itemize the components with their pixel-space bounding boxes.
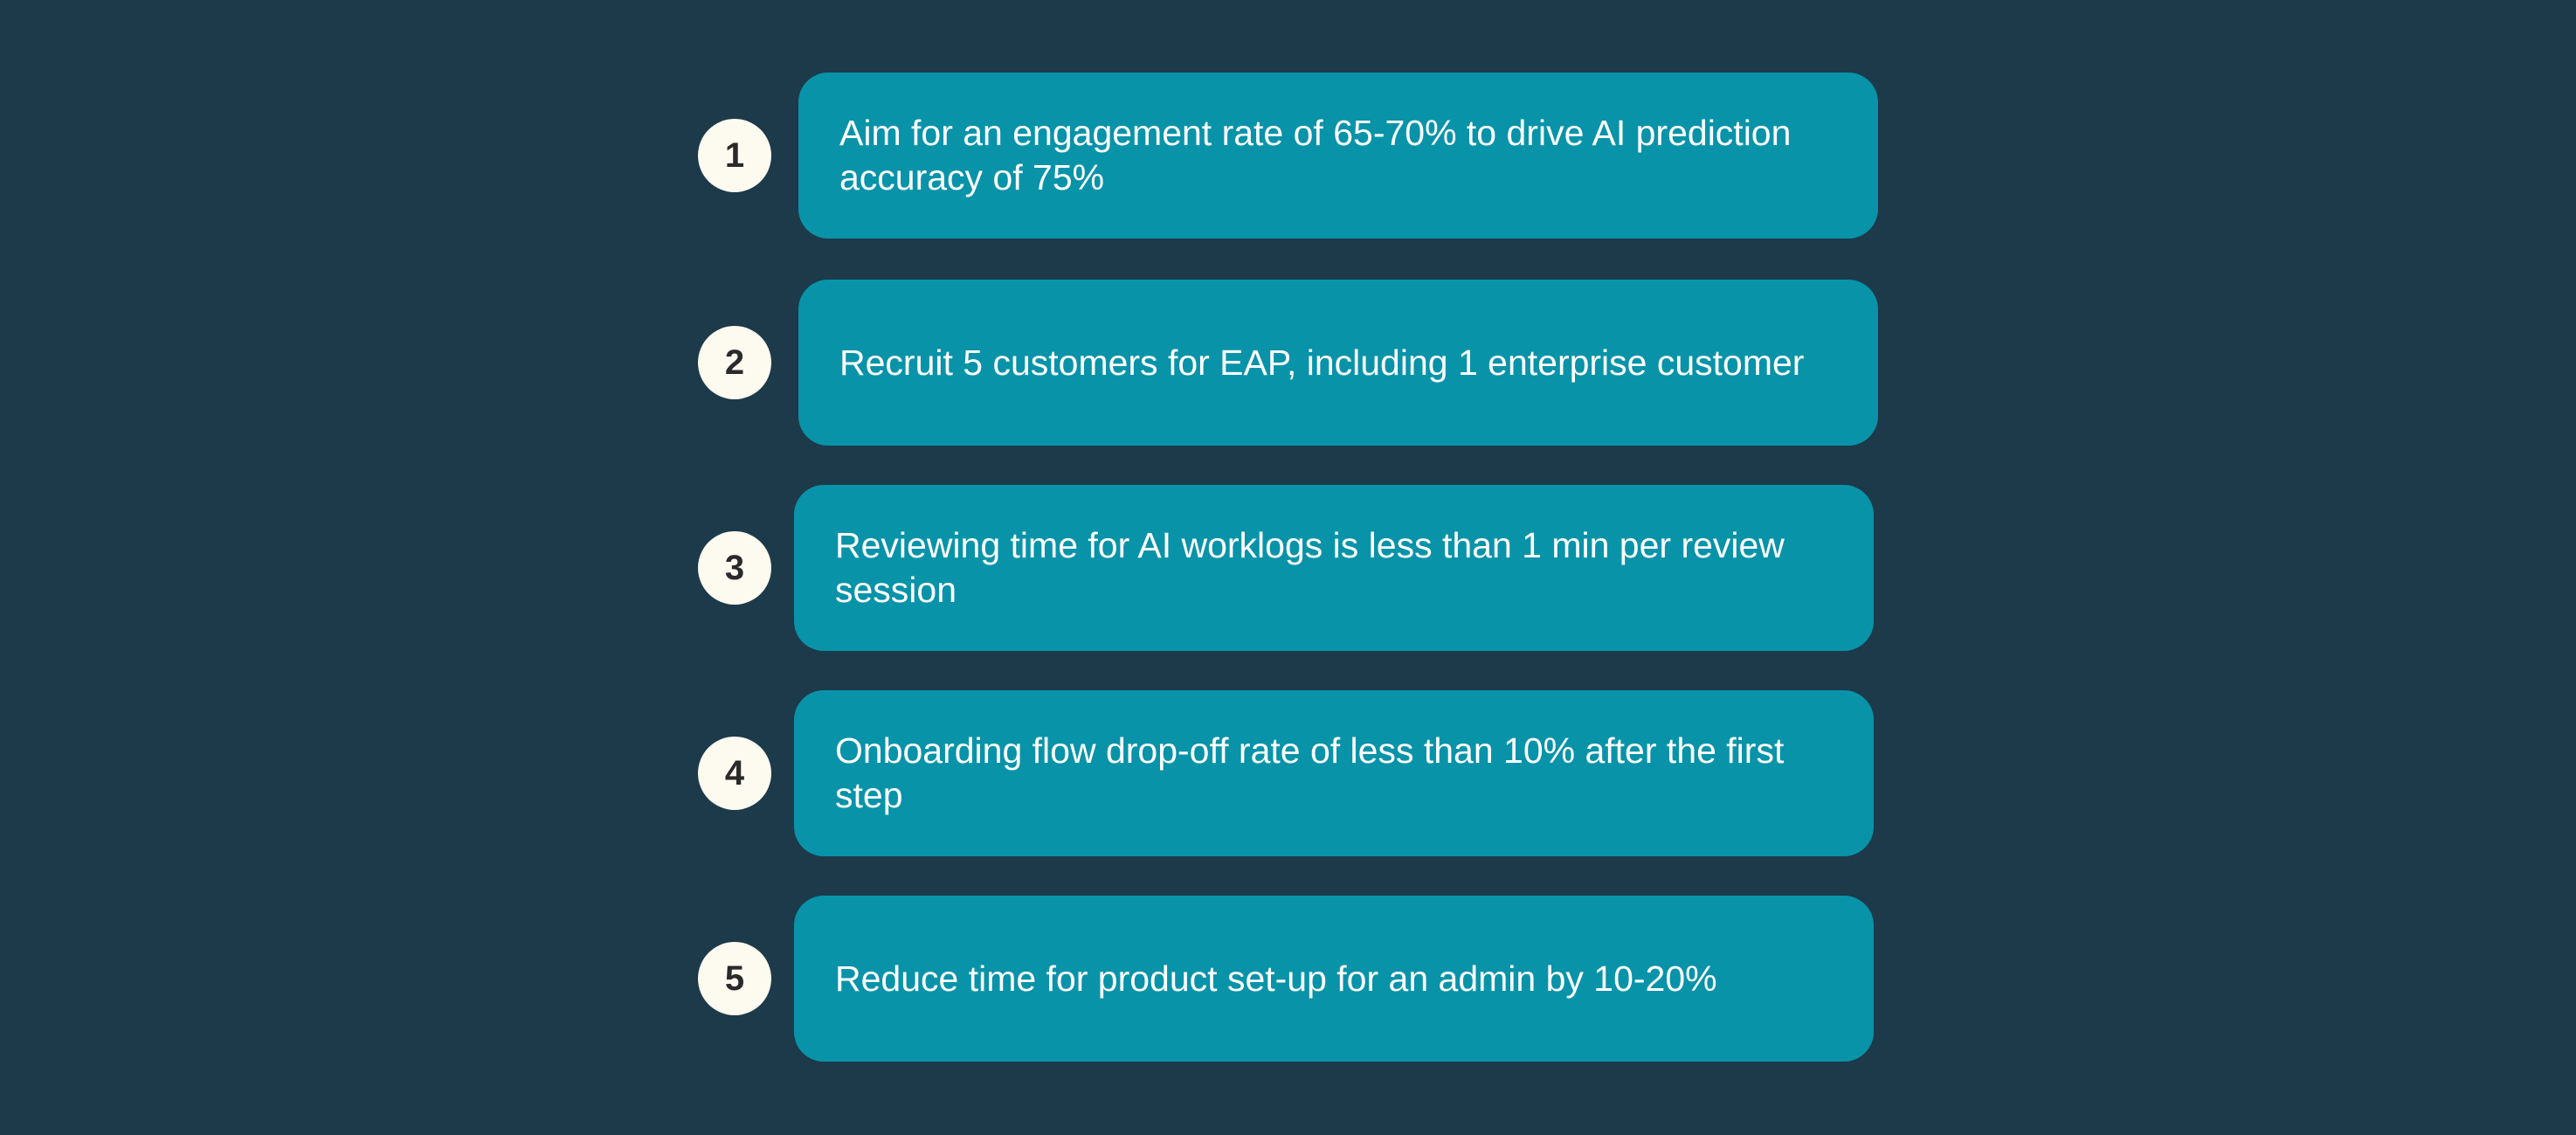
goal-card: Recruit 5 customers for EAP, including 1… xyxy=(798,280,1878,446)
goal-item: 1 Aim for an engagement rate of 65-70% t… xyxy=(0,73,2576,239)
number-badge: 4 xyxy=(698,737,771,810)
goal-text: Aim for an engagement rate of 65-70% to … xyxy=(839,113,1792,197)
goal-item: 5 Reduce time for product set-up for an … xyxy=(0,896,2576,1062)
goal-text: Reduce time for product set-up for an ad… xyxy=(835,958,1717,999)
goal-text: Onboarding flow drop-off rate of less th… xyxy=(835,730,1785,815)
number-badge: 3 xyxy=(698,531,771,605)
goal-item: 3 Reviewing time for AI worklogs is less… xyxy=(0,485,2576,651)
goal-text: Recruit 5 customers for EAP, including 1… xyxy=(839,342,1805,383)
goal-text: Reviewing time for AI worklogs is less t… xyxy=(835,525,1785,610)
goal-item: 4 Onboarding flow drop-off rate of less … xyxy=(0,690,2576,856)
number-badge: 5 xyxy=(698,942,771,1015)
number-badge: 1 xyxy=(698,119,771,192)
goal-card: Reviewing time for AI worklogs is less t… xyxy=(794,485,1874,651)
goal-card: Reduce time for product set-up for an ad… xyxy=(794,896,1874,1062)
goal-card: Aim for an engagement rate of 65-70% to … xyxy=(798,73,1878,239)
goal-card: Onboarding flow drop-off rate of less th… xyxy=(794,690,1874,856)
number-badge: 2 xyxy=(698,326,771,399)
goal-item: 2 Recruit 5 customers for EAP, including… xyxy=(0,280,2576,446)
